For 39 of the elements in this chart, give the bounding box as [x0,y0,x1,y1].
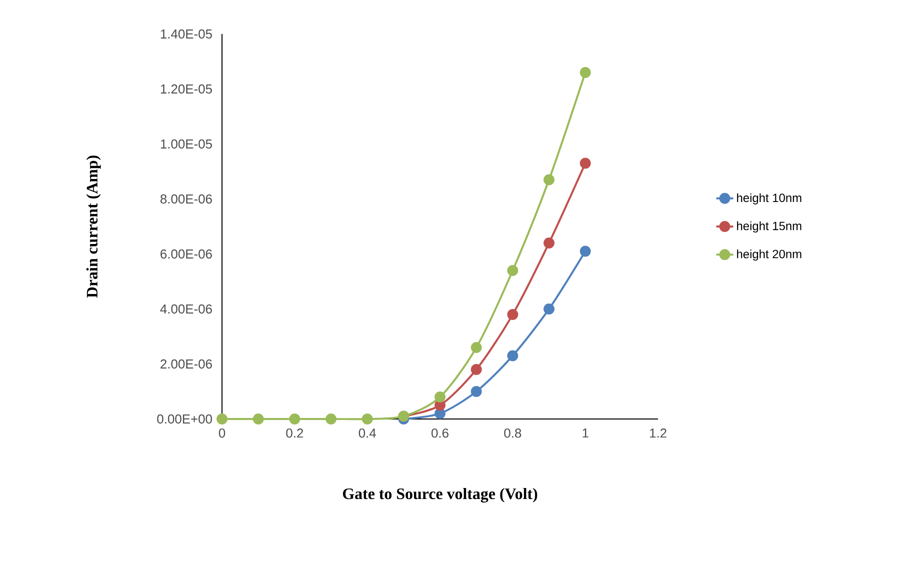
x-tick-label: 1.2 [650,428,666,438]
y-tick-label: 4.00E-06 [160,304,212,314]
point [544,174,554,186]
point [434,392,446,402]
point [544,304,554,314]
x-tick-label: 0.8 [504,428,522,438]
point [470,364,482,375]
point [507,265,518,276]
point [580,67,591,78]
point [216,414,228,424]
legend-label: height 10nm [737,193,802,204]
point [289,414,300,424]
point [580,246,591,257]
point [507,350,518,362]
y-tick-label: 2.00E-06 [160,359,212,369]
y-tick-label: 0.00E+00 [157,414,212,424]
y-tick-label: 1.00E-05 [160,139,212,149]
point [470,342,482,353]
x-tick-label: 0.6 [432,428,448,438]
point [326,414,336,424]
y-tick-label: 8.00E-06 [160,194,212,204]
x-tick-label: 0.4 [358,428,376,438]
point [470,386,482,397]
y-tick-label: 6.00E-06 [160,249,212,259]
point [434,408,446,419]
point [362,414,373,424]
x-tick-label: 0 [218,428,226,438]
point [580,158,591,169]
y-axis-title: Drain current (Amp) [86,156,101,298]
legend-label: height 15nm [737,221,802,233]
point [252,414,264,424]
x-axis-title: Gate to Source voltage (Volt) [342,488,538,503]
point [507,309,518,320]
y-tick-label: 1.40E-05 [160,29,212,39]
x-tick-label: 1 [582,428,588,438]
x-tick-label: 0.2 [286,428,304,438]
y-tick-label: 1.20E-05 [160,84,212,94]
point [544,238,554,248]
legend-label: height 20nm [737,250,802,261]
